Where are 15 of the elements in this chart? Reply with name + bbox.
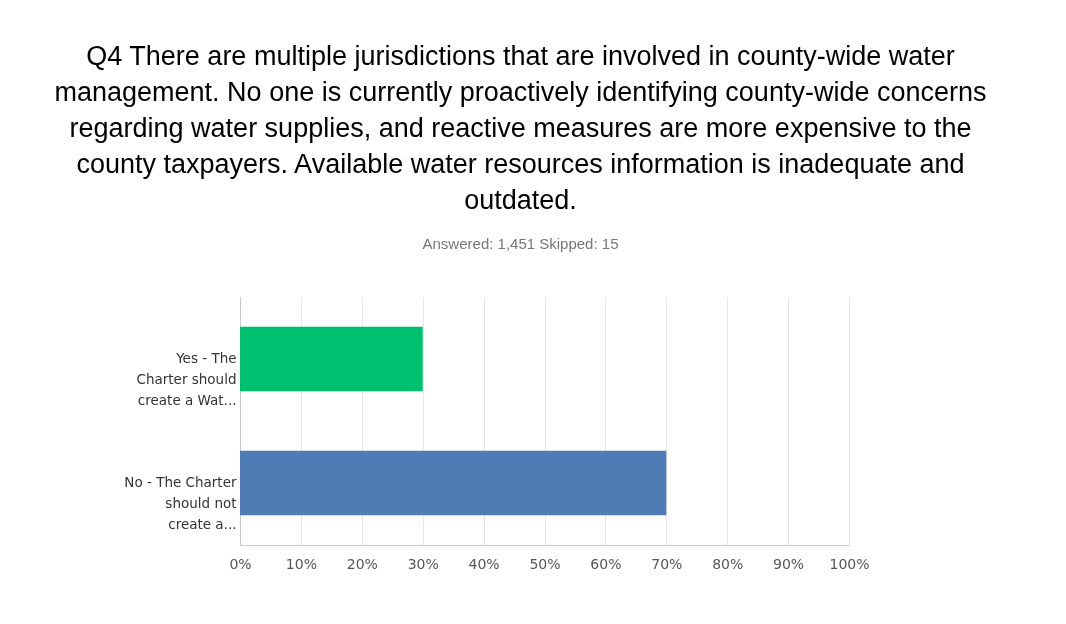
y-tick-label: Yes - The Charter should create a Wat... [136,350,237,408]
chart-subtitle: Answered: 1,451 Skipped: 15 [422,235,619,252]
x-tick-label: 100% [829,555,870,572]
x-tick-label: 0% [229,555,252,572]
x-tick-label: 70% [651,555,683,572]
x-tick-label: 40% [468,555,500,572]
x-tick-label: 30% [407,555,439,572]
x-tick-label: 60% [590,555,622,572]
y-tick-label: No - The Charter should not create a... [124,474,237,532]
x-tick-label: 50% [529,555,561,572]
x-tick-label: 90% [773,555,805,572]
x-tick-label: 20% [346,555,378,572]
chart-title: Q4 There are multiple jurisdictions that are involved in county-wide water management. No one is currently proactively identifying county-wide concerns regarding water supplies, and reactive measures are more expensive to the county taxpayers. Available water resources information is inadequate and outdated. [54,41,987,215]
x-tick-label: 10% [285,555,317,572]
x-tick-label: 80% [712,555,744,572]
